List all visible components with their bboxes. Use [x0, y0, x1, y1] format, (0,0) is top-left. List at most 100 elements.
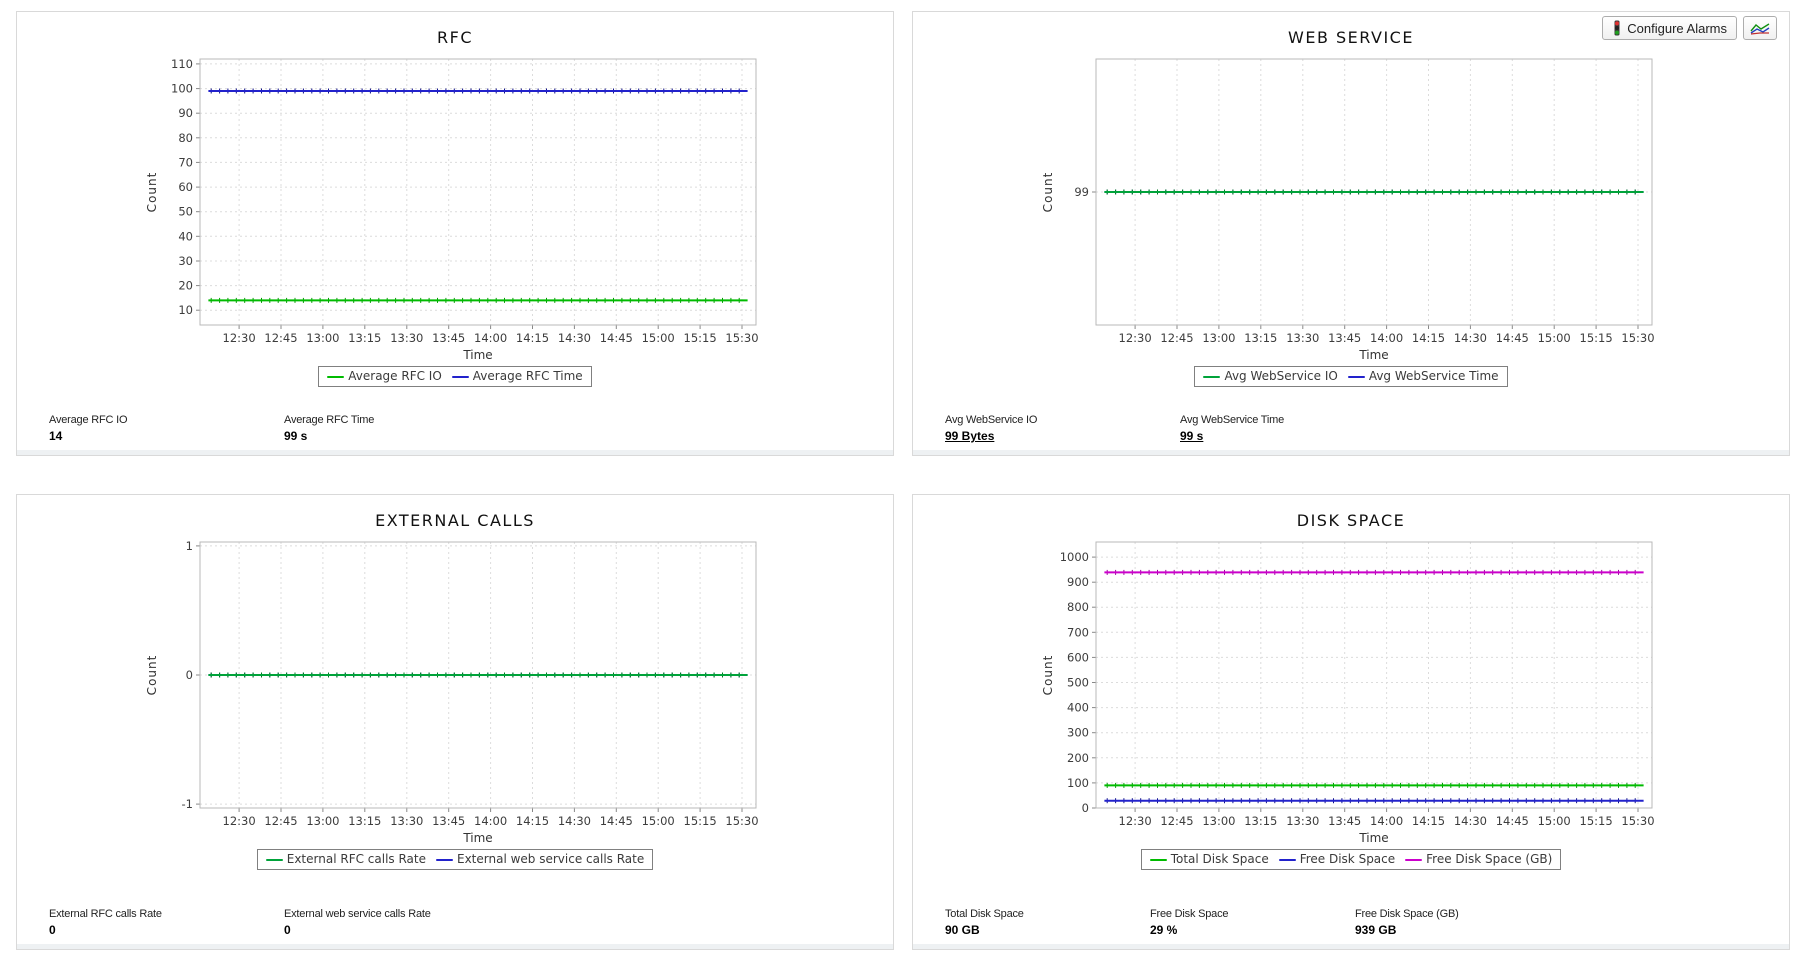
stat-label: Free Disk Space [1150, 908, 1229, 920]
svg-text:14:45: 14:45 [600, 331, 633, 345]
stat-label: Avg WebService Time [1180, 414, 1285, 426]
svg-text:30: 30 [178, 254, 193, 268]
legend-swatch-icon [436, 858, 453, 861]
svg-text:Count: Count [145, 655, 159, 696]
rfc-chart-title: RFC [437, 28, 473, 47]
legend-label: Free Disk Space [1299, 852, 1396, 867]
stat-label: Average RFC IO [49, 414, 128, 426]
svg-text:99: 99 [1074, 185, 1089, 199]
svg-text:14:15: 14:15 [1412, 331, 1445, 345]
stat-value[interactable]: 99 Bytes [945, 429, 995, 443]
svg-text:15:30: 15:30 [1621, 331, 1654, 345]
stat-label: External web service calls Rate [284, 908, 431, 920]
legend-item: Avg WebService IO [1203, 369, 1338, 384]
svg-text:600: 600 [1067, 650, 1089, 664]
svg-text:15:30: 15:30 [1621, 814, 1654, 828]
svg-text:13:45: 13:45 [432, 331, 465, 345]
svg-text:15:00: 15:00 [642, 814, 675, 828]
svg-text:15:30: 15:30 [725, 814, 758, 828]
svg-text:40: 40 [178, 229, 193, 243]
stat-average-rfc-io: Average RFC IO 14 [49, 414, 284, 443]
svg-text:14:15: 14:15 [1412, 814, 1445, 828]
svg-text:12:30: 12:30 [223, 814, 256, 828]
configure-alarms-button[interactable]: Configure Alarms [1602, 16, 1737, 40]
stat-value: 0 [284, 923, 291, 937]
line-chart-icon [1750, 23, 1770, 35]
web-service-chart: 12:30 12:45 13:00 13:15 13:30 13:45 14:00 14:15… [1034, 51, 1668, 365]
stat-value: 939 GB [1355, 923, 1397, 937]
disk-space-plot: 12:30 12:45 13:00 13:15 13:30 13:45 14:00 14:15… [1034, 534, 1668, 848]
svg-text:0: 0 [1082, 801, 1089, 815]
svg-text:100: 100 [1067, 776, 1089, 790]
legend-label: External RFC calls Rate [286, 852, 426, 867]
svg-text:13:00: 13:00 [1202, 814, 1235, 828]
svg-text:0: 0 [186, 668, 193, 682]
legend-item: External web service calls Rate [436, 852, 645, 867]
panel-web-service: Configure Alarms WEB SERVICE 12:30 12:45 1… [912, 11, 1790, 456]
legend-item: Average RFC Time [451, 369, 583, 384]
stat-average-rfc-time: Average RFC Time 99 s [284, 414, 519, 443]
stat-label: Average RFC Time [284, 414, 375, 426]
svg-text:12:30: 12:30 [1119, 814, 1152, 828]
svg-text:900: 900 [1067, 575, 1089, 589]
svg-text:15:00: 15:00 [642, 331, 675, 345]
svg-text:14:45: 14:45 [600, 814, 633, 828]
svg-text:15:15: 15:15 [684, 814, 717, 828]
svg-text:15:15: 15:15 [1580, 814, 1613, 828]
svg-text:13:30: 13:30 [390, 814, 423, 828]
rfc-chart-figure: RFC 12:30 12:45 13:00 13:15 13:30 13:45 14:00 1… [138, 28, 772, 388]
legend-item: Average RFC IO [327, 369, 442, 383]
stat-value: 14 [49, 429, 63, 443]
svg-text:90: 90 [178, 106, 193, 120]
legend-swatch-icon [451, 375, 469, 378]
stat-total-disk-space: Total Disk Space 90 GB [945, 908, 1150, 937]
svg-text:110: 110 [171, 57, 193, 71]
svg-text:12:45: 12:45 [1160, 331, 1193, 345]
svg-text:14:30: 14:30 [1454, 814, 1487, 828]
stat-avg-webservice-time: Avg WebService Time 99 s [1180, 414, 1415, 443]
stat-external-web-service-calls-rate: External web service calls Rate 0 [284, 908, 519, 937]
external-calls-chart-title: EXTERNAL CALLS [375, 511, 535, 530]
svg-text:13:30: 13:30 [1286, 331, 1319, 345]
svg-text:-1: -1 [182, 797, 193, 811]
stat-free-disk-space-gb-: Free Disk Space (GB) 939 GB [1355, 908, 1560, 937]
stat-label: Free Disk Space (GB) [1355, 908, 1459, 920]
legend-swatch-icon [1278, 858, 1296, 861]
svg-text:13:00: 13:00 [306, 814, 339, 828]
svg-text:Time: Time [462, 831, 492, 845]
svg-text:Count: Count [145, 172, 159, 213]
svg-text:13:00: 13:00 [1202, 331, 1235, 345]
external-calls-chart-figure: EXTERNAL CALLS 12:30 12:45 13:00 13:15 13:30… [138, 511, 772, 871]
svg-text:80: 80 [178, 131, 193, 145]
svg-text:Time: Time [462, 348, 492, 362]
stat-free-disk-space: Free Disk Space 29 % [1150, 908, 1355, 937]
stat-value[interactable]: 99 s [1180, 429, 1204, 443]
legend-label: Total Disk Space [1170, 852, 1269, 867]
rfc-legend: Average RFC IO Average RFC Time [318, 366, 592, 388]
svg-text:200: 200 [1067, 751, 1089, 765]
legend-label: Avg WebService IO [1224, 369, 1338, 384]
svg-text:10: 10 [178, 303, 193, 317]
performance-graph-button[interactable] [1743, 16, 1777, 40]
svg-text:Count: Count [1041, 172, 1055, 213]
panel-external-calls: EXTERNAL CALLS 12:30 12:45 13:00 13:15 13:30… [16, 494, 894, 950]
legend-swatch-icon [1347, 375, 1365, 378]
svg-text:800: 800 [1067, 600, 1089, 614]
web-service-chart-title: WEB SERVICE [1288, 28, 1414, 47]
svg-text:14:45: 14:45 [1496, 331, 1529, 345]
stat-value: 90 GB [945, 923, 980, 937]
legend-item: External RFC calls Rate [265, 852, 426, 867]
svg-text:14:30: 14:30 [558, 331, 591, 345]
legend-label: Avg WebService Time [1368, 369, 1499, 384]
svg-text:13:45: 13:45 [432, 814, 465, 828]
svg-text:13:00: 13:00 [306, 331, 339, 345]
rfc-chart: 12:30 12:45 13:00 13:15 13:30 13:45 14:00 14:15… [138, 51, 772, 365]
svg-text:13:30: 13:30 [1286, 814, 1319, 828]
legend-label: Average RFC Time [472, 369, 583, 384]
legend-swatch-icon [1405, 858, 1423, 861]
disk-space-legend: Total Disk Space Free Disk Space Free Disk… [1140, 849, 1562, 871]
legend-label: External web service calls Rate [457, 852, 645, 867]
svg-text:Time: Time [1358, 348, 1388, 362]
rfc-stats: Average RFC IO 14 Average RFC Time 99 s [49, 414, 519, 443]
svg-text:50: 50 [178, 205, 193, 219]
